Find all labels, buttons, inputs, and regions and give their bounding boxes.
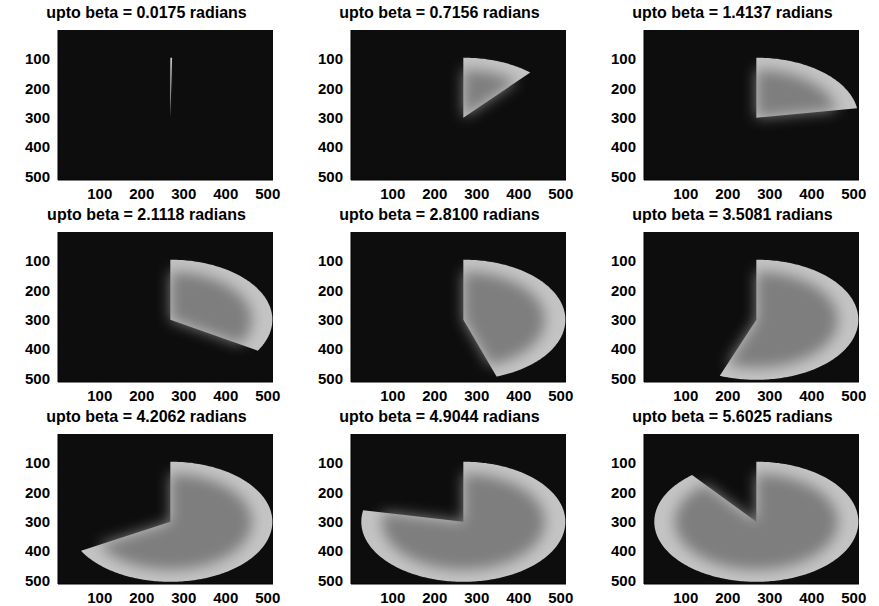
svg-text:400: 400 <box>506 185 531 202</box>
html-text:upto beta = 2.8100 radians: upto beta = 2.8100 radians <box>339 206 540 223</box>
html-text:upto beta = 1.4137 radians: upto beta = 1.4137 radians <box>632 4 833 21</box>
svg-text:500: 500 <box>841 185 866 202</box>
svg-text:200: 200 <box>715 185 740 202</box>
svg-text:400: 400 <box>318 138 343 155</box>
svg-text:300: 300 <box>611 513 636 530</box>
svg-text:200: 200 <box>25 282 50 299</box>
svg-text:100: 100 <box>318 50 343 67</box>
svg-text:500: 500 <box>25 572 50 589</box>
svg-text:300: 300 <box>25 311 50 328</box>
svg-text:400: 400 <box>213 589 238 606</box>
svg-text:100: 100 <box>380 185 405 202</box>
svg-text:500: 500 <box>255 589 280 606</box>
svg-text:100: 100 <box>25 454 50 471</box>
svg-text:500: 500 <box>255 185 280 202</box>
svg-text:100: 100 <box>87 387 112 404</box>
svg-text:100: 100 <box>318 454 343 471</box>
svg-text:500: 500 <box>255 387 280 404</box>
svg-text:300: 300 <box>171 387 196 404</box>
svg-text:400: 400 <box>799 185 824 202</box>
html-text:upto beta = 4.9044 radians: upto beta = 4.9044 radians <box>339 408 540 425</box>
svg-text:400: 400 <box>213 387 238 404</box>
svg-text:200: 200 <box>129 387 154 404</box>
html-text:upto beta = 4.2062 radians: upto beta = 4.2062 radians <box>46 408 247 425</box>
svg-text:500: 500 <box>841 589 866 606</box>
svg-text:400: 400 <box>25 542 50 559</box>
svg-text:400: 400 <box>506 387 531 404</box>
svg-text:400: 400 <box>318 542 343 559</box>
svg-text:200: 200 <box>715 589 740 606</box>
svg-text:200: 200 <box>422 589 447 606</box>
svg-text:300: 300 <box>464 387 489 404</box>
svg-text:500: 500 <box>318 572 343 589</box>
svg-text:400: 400 <box>25 138 50 155</box>
svg-text:400: 400 <box>611 138 636 155</box>
svg-text:100: 100 <box>611 50 636 67</box>
svg-text:300: 300 <box>757 589 782 606</box>
svg-text:500: 500 <box>611 370 636 387</box>
svg-text:400: 400 <box>318 340 343 357</box>
svg-text:100: 100 <box>25 50 50 67</box>
svg-text:400: 400 <box>799 387 824 404</box>
svg-text:500: 500 <box>611 168 636 185</box>
svg-text:100: 100 <box>380 589 405 606</box>
svg-text:100: 100 <box>87 185 112 202</box>
svg-text:400: 400 <box>25 340 50 357</box>
svg-text:300: 300 <box>757 185 782 202</box>
svg-text:300: 300 <box>318 513 343 530</box>
svg-text:100: 100 <box>673 589 698 606</box>
svg-text:100: 100 <box>673 185 698 202</box>
svg-text:300: 300 <box>171 185 196 202</box>
html-text:upto beta = 0.7156 radians: upto beta = 0.7156 radians <box>339 4 540 21</box>
svg-text:300: 300 <box>25 109 50 126</box>
svg-text:200: 200 <box>611 484 636 501</box>
svg-text:300: 300 <box>611 109 636 126</box>
svg-text:300: 300 <box>464 589 489 606</box>
svg-text:200: 200 <box>611 80 636 97</box>
svg-text:500: 500 <box>548 589 573 606</box>
svg-text:500: 500 <box>841 387 866 404</box>
svg-text:300: 300 <box>318 311 343 328</box>
svg-text:200: 200 <box>318 484 343 501</box>
svg-text:500: 500 <box>548 185 573 202</box>
svg-text:400: 400 <box>611 542 636 559</box>
html-text:upto beta = 3.5081 radians: upto beta = 3.5081 radians <box>632 206 833 223</box>
svg-text:400: 400 <box>611 340 636 357</box>
svg-text:200: 200 <box>422 387 447 404</box>
svg-text:500: 500 <box>25 168 50 185</box>
html-text:upto beta = 5.6025 radians: upto beta = 5.6025 radians <box>632 408 833 425</box>
svg-text:300: 300 <box>25 513 50 530</box>
svg-text:300: 300 <box>464 185 489 202</box>
svg-text:200: 200 <box>129 589 154 606</box>
svg-text:100: 100 <box>611 252 636 269</box>
svg-text:500: 500 <box>318 370 343 387</box>
svg-text:200: 200 <box>318 80 343 97</box>
svg-text:300: 300 <box>171 589 196 606</box>
svg-text:100: 100 <box>318 252 343 269</box>
svg-text:500: 500 <box>25 370 50 387</box>
html-text:upto beta = 0.0175 radians: upto beta = 0.0175 radians <box>46 4 247 21</box>
svg-text:200: 200 <box>422 185 447 202</box>
svg-text:200: 200 <box>715 387 740 404</box>
svg-text:400: 400 <box>213 185 238 202</box>
svg-text:100: 100 <box>87 589 112 606</box>
svg-text:100: 100 <box>25 252 50 269</box>
html-text:upto beta = 2.1118 radians: upto beta = 2.1118 radians <box>47 206 246 223</box>
svg-text:500: 500 <box>318 168 343 185</box>
svg-text:100: 100 <box>380 387 405 404</box>
svg-text:300: 300 <box>611 311 636 328</box>
svg-text:200: 200 <box>318 282 343 299</box>
svg-text:500: 500 <box>548 387 573 404</box>
svg-text:200: 200 <box>611 282 636 299</box>
svg-text:200: 200 <box>25 80 50 97</box>
svg-text:400: 400 <box>799 589 824 606</box>
svg-text:200: 200 <box>129 185 154 202</box>
svg-text:200: 200 <box>25 484 50 501</box>
svg-text:100: 100 <box>611 454 636 471</box>
svg-text:300: 300 <box>318 109 343 126</box>
svg-text:100: 100 <box>673 387 698 404</box>
svg-text:500: 500 <box>611 572 636 589</box>
svg-text:400: 400 <box>506 589 531 606</box>
svg-text:300: 300 <box>757 387 782 404</box>
